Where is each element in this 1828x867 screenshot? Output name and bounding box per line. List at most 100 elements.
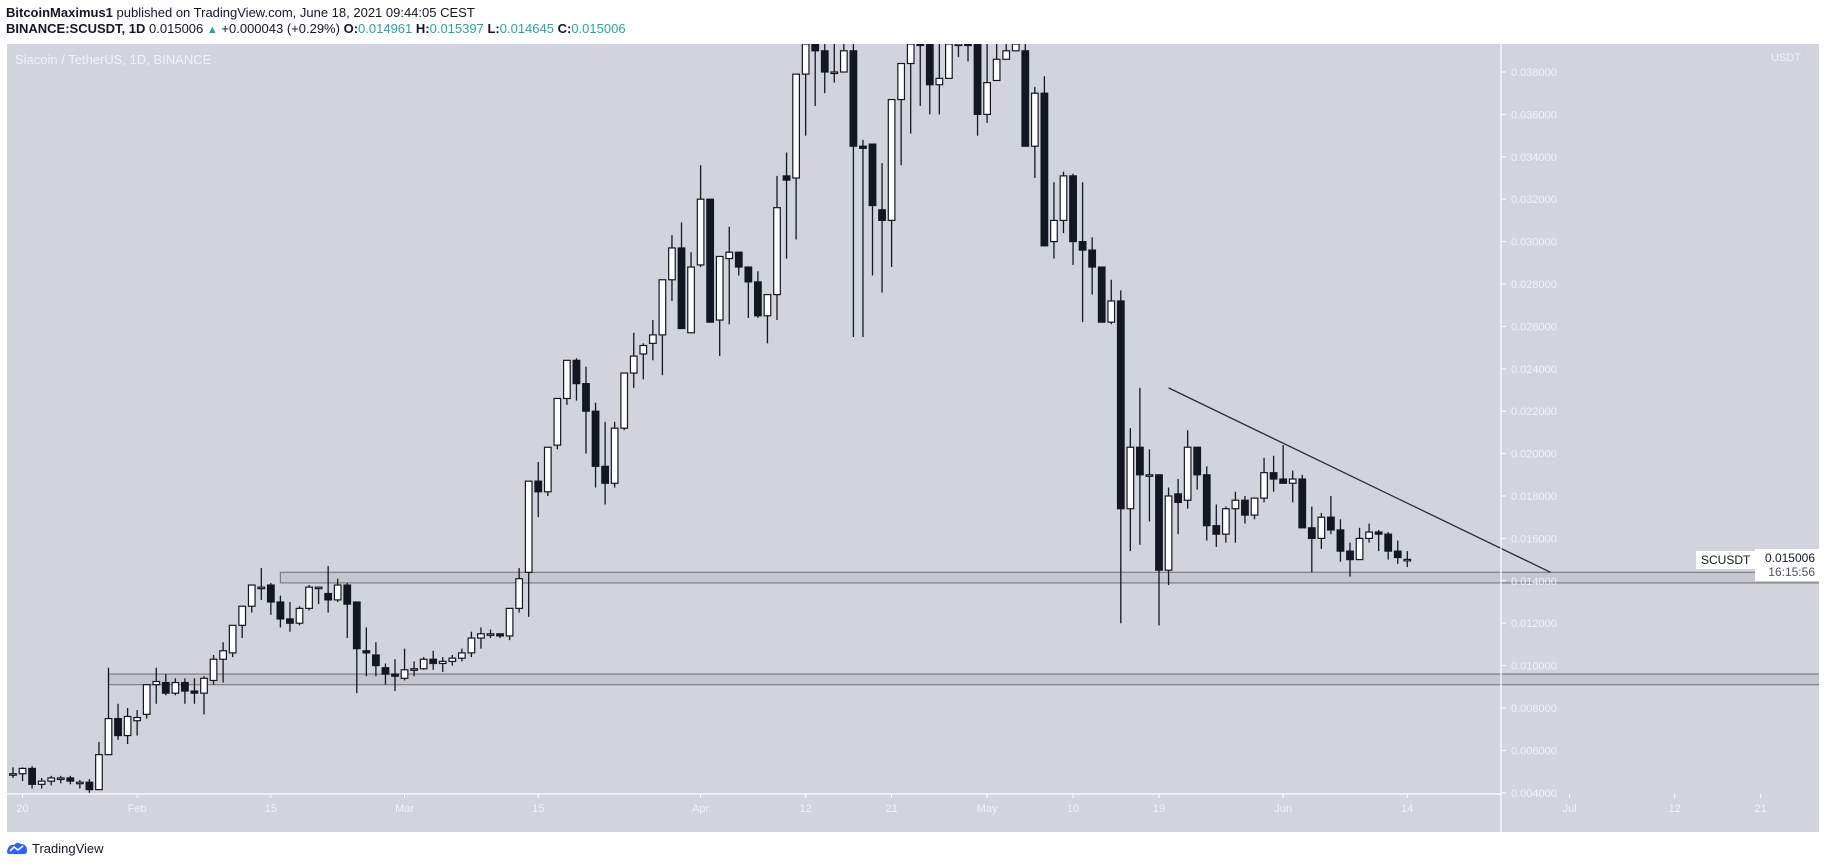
candle-down bbox=[429, 658, 438, 665]
chart-title: Siacoin / TetherUS, 1D, BINANCE bbox=[15, 52, 212, 67]
candle-down bbox=[601, 465, 609, 484]
candle-up bbox=[839, 50, 848, 73]
time-tick-label: 21 bbox=[885, 803, 897, 815]
chart-area[interactable]: 0.004000 0.006000 0.008000 0.010000 0.012000… bbox=[7, 44, 1819, 832]
descending-trendline[interactable] bbox=[1168, 387, 1551, 573]
support-zone[interactable] bbox=[107, 673, 1820, 686]
candle-down bbox=[276, 601, 285, 620]
candle-up bbox=[1260, 472, 1268, 499]
candle-up bbox=[935, 77, 944, 86]
support-zone[interactable] bbox=[279, 571, 1819, 584]
candle-up bbox=[95, 754, 103, 791]
candle-up bbox=[1183, 446, 1192, 501]
candle-down bbox=[1298, 478, 1307, 529]
candle-down bbox=[925, 44, 934, 86]
time-tick-label: 19 bbox=[1153, 803, 1165, 815]
open-label: O: bbox=[343, 21, 359, 36]
candle-up bbox=[400, 669, 409, 679]
candle-up bbox=[1317, 516, 1326, 540]
high-label: H: bbox=[415, 21, 430, 36]
candle-up bbox=[457, 652, 466, 659]
candle-up bbox=[620, 372, 629, 429]
candlestick-plot[interactable]: 0.004000 0.006000 0.008000 0.010000 0.012000… bbox=[7, 44, 1819, 832]
time-tick-label: 15 bbox=[265, 803, 277, 815]
candle-up bbox=[257, 586, 266, 590]
candle-up bbox=[200, 677, 208, 694]
candle-down bbox=[1202, 474, 1211, 527]
candle-up bbox=[801, 44, 810, 75]
price-tick-label: 0.012000 bbox=[1511, 618, 1557, 630]
time-tick-label: May bbox=[977, 803, 998, 815]
candle-down bbox=[114, 717, 122, 737]
candle-down bbox=[1346, 550, 1354, 561]
candle-up bbox=[305, 586, 313, 609]
candle-up bbox=[1355, 537, 1364, 561]
candle-up bbox=[553, 397, 562, 446]
author-name[interactable]: BitcoinMaximus1 bbox=[6, 5, 113, 20]
price-tick-label: 0.004000 bbox=[1511, 788, 1557, 800]
candle-down bbox=[1374, 531, 1383, 535]
candle-up bbox=[524, 480, 533, 573]
candle-up bbox=[648, 334, 657, 344]
candle-up bbox=[610, 427, 619, 484]
bar-countdown: 16:15:56 bbox=[1768, 565, 1815, 579]
publish-line: BitcoinMaximus1 published on TradingView… bbox=[6, 5, 475, 20]
candle-down bbox=[1078, 241, 1087, 251]
candle-up bbox=[314, 586, 323, 590]
candle-up bbox=[830, 71, 839, 75]
candle-up bbox=[1030, 92, 1039, 147]
time-tick-label: 12 bbox=[800, 803, 812, 815]
candle-up bbox=[228, 624, 237, 654]
candle-up bbox=[954, 44, 963, 47]
candle-down bbox=[1069, 175, 1077, 243]
candle-up bbox=[658, 279, 667, 336]
high-value: 0.015397 bbox=[429, 21, 484, 36]
tradingview-logo-icon bbox=[7, 842, 27, 854]
candle-up bbox=[792, 73, 800, 179]
candle-down bbox=[878, 209, 886, 222]
last-value: 0.015006 bbox=[149, 21, 204, 36]
price-tick-label: 0.020000 bbox=[1511, 449, 1557, 461]
candle-down bbox=[362, 650, 371, 654]
candle-up bbox=[1164, 495, 1173, 571]
candle-up bbox=[505, 607, 514, 637]
candle-up bbox=[906, 44, 915, 65]
candle-down bbox=[343, 584, 352, 605]
candle-down bbox=[1269, 472, 1278, 480]
candle-down bbox=[572, 359, 581, 385]
time-tick-label: 21 bbox=[1755, 803, 1767, 815]
candle-up bbox=[448, 657, 457, 662]
symbol-price-tag: SCUSDT bbox=[1696, 551, 1756, 569]
candle-down bbox=[496, 633, 504, 637]
candle-up bbox=[104, 717, 113, 756]
candle-down bbox=[1384, 533, 1393, 552]
price-tick-label: 0.026000 bbox=[1511, 321, 1557, 333]
candle-down bbox=[1088, 249, 1097, 268]
candle-up bbox=[1231, 499, 1240, 510]
candle-up bbox=[668, 247, 676, 281]
candle-down bbox=[782, 175, 791, 181]
candle-up bbox=[1059, 175, 1068, 222]
candle-up bbox=[1050, 219, 1058, 243]
candle-down bbox=[190, 690, 199, 694]
candle-up bbox=[1403, 558, 1412, 562]
candle-up bbox=[486, 633, 495, 636]
candle-down bbox=[1040, 92, 1049, 247]
price-tick-label: 0.024000 bbox=[1511, 364, 1557, 376]
candle-down bbox=[1135, 446, 1144, 476]
candle-up bbox=[983, 81, 991, 115]
time-tick-label: 14 bbox=[1401, 803, 1413, 815]
candle-up bbox=[629, 355, 638, 374]
low-label: L: bbox=[487, 21, 500, 36]
candle-down bbox=[582, 383, 590, 412]
candle-up bbox=[295, 607, 304, 624]
candle-down bbox=[916, 44, 925, 47]
candle-down bbox=[1241, 499, 1249, 516]
candle-up bbox=[1002, 50, 1011, 60]
price-tick-label: 0.038000 bbox=[1511, 67, 1557, 79]
footer-brand[interactable]: TradingView bbox=[6, 840, 104, 856]
close-value: 0.015006 bbox=[571, 21, 626, 36]
candle-down bbox=[677, 247, 686, 330]
candle-up bbox=[773, 207, 781, 296]
candle-down bbox=[161, 681, 170, 694]
